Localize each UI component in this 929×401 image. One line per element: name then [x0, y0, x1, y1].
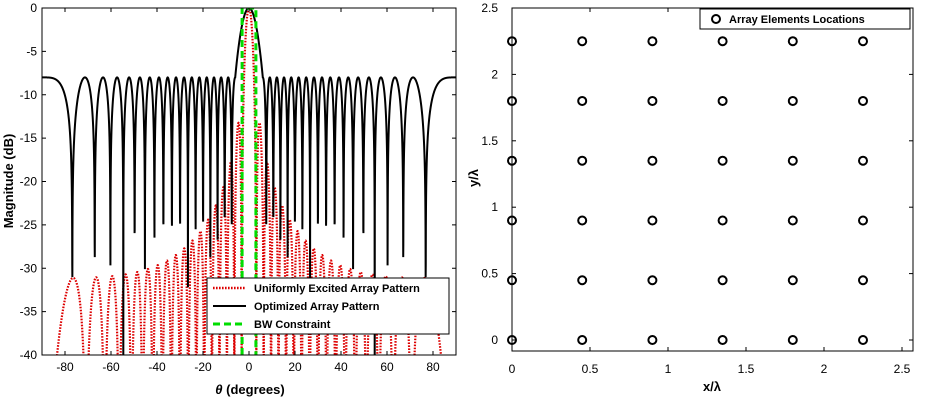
legend-uniform-label: Uniformly Excited Array Pattern: [254, 283, 420, 295]
locations-y-ticks: 0 0.5 1 1.5 2 2.5: [481, 1, 913, 347]
pattern-x-ticks: -80 -60 -40 -20 0 20 40 60 80: [56, 8, 440, 374]
locations-y-tick-label: 2.5: [481, 1, 498, 15]
array-element-marker: [858, 155, 868, 166]
locations-y-tick-label: 1: [491, 200, 498, 214]
element-locations-chart: 0 0.5 1 1.5 2 2.5 0 0.5 1 1.5 2 2.5 x/λ y/λ Array …: [466, 1, 914, 394]
pattern-y-ticks: 0 -5 -10 -15 -20 -25 -30 -35 -40: [20, 1, 456, 362]
pattern-chart: -80 -60 -40 -20 0 20 40 60 80 0 -5 -10 -15 -20 -25 -30…: [1, 1, 457, 397]
locations-y-tick-label: 0.5: [481, 267, 498, 281]
array-element-marker: [647, 335, 658, 345]
locations-plot-area: [512, 8, 913, 351]
pattern-x-tick-label: -80: [56, 360, 74, 374]
pattern-x-tick-label: -40: [148, 360, 166, 374]
array-element-marker: [647, 155, 658, 166]
array-element-marker: [858, 275, 868, 286]
pattern-y-tick-label: -40: [20, 348, 38, 362]
array-element-marker: [577, 335, 588, 345]
pattern-y-tick-label: -25: [20, 218, 38, 232]
array-element-marker: [577, 95, 588, 106]
array-element-marker: [577, 36, 588, 47]
array-element-marker: [787, 275, 798, 286]
array-element-marker: [717, 155, 728, 166]
legend-bw-label: BW Constraint: [254, 319, 331, 331]
locations-legend: Array Elements Locations: [699, 8, 911, 30]
pattern-y-axis-label: Magnitude (dB): [1, 134, 16, 229]
array-element-marker: [787, 215, 798, 226]
pattern-x-tick-label: 40: [334, 360, 348, 374]
array-element-marker: [717, 275, 728, 286]
array-element-marker: [858, 335, 868, 345]
legend-optimized-label: Optimized Array Pattern: [254, 301, 380, 313]
pattern-y-tick-label: -35: [20, 305, 38, 319]
locations-x-tick-label: 2: [821, 362, 828, 376]
array-element-marker: [717, 215, 728, 226]
array-element-marker: [577, 275, 588, 286]
locations-x-tick-label: 2.5: [894, 362, 911, 376]
array-element-marker: [717, 95, 728, 106]
locations-x-tick-label: 0: [509, 362, 516, 376]
array-element-marker: [577, 155, 588, 166]
array-element-marker: [577, 215, 588, 226]
array-element-marker: [647, 36, 658, 47]
pattern-x-tick-label: 20: [288, 360, 302, 374]
pattern-y-tick-label: -20: [20, 175, 38, 189]
array-element-marker: [717, 36, 728, 47]
locations-axes-box: [511, 7, 914, 352]
locations-y-tick-label: 1.5: [481, 134, 498, 148]
array-element-marker: [787, 335, 798, 345]
pattern-y-tick-label: -5: [26, 44, 37, 58]
array-element-marker: [787, 155, 798, 166]
pattern-x-tick-label: 80: [426, 360, 440, 374]
locations-y-axis-label: y/λ: [466, 168, 481, 187]
pattern-y-tick-label: 0: [30, 1, 37, 15]
optimized-pattern-line: [42, 8, 456, 355]
array-element-marker: [647, 95, 658, 106]
legend-marker-swatch: [711, 14, 721, 24]
locations-y-tick-label: 0: [491, 333, 498, 347]
locations-x-tick-label: 0.5: [582, 362, 599, 376]
pattern-y-tick-label: -30: [20, 261, 38, 275]
pattern-x-tick-label: -60: [102, 360, 120, 374]
pattern-legend-box: [206, 277, 450, 335]
array-element-marker: [787, 36, 798, 47]
array-element-marker: [787, 95, 798, 106]
locations-legend-box: [699, 8, 911, 30]
array-element-marker: [858, 36, 868, 47]
pattern-y-tick-label: -10: [20, 88, 38, 102]
locations-x-tick-label: 1.5: [738, 362, 755, 376]
pattern-x-tick-label: 60: [380, 360, 394, 374]
array-element-marker: [717, 335, 728, 345]
locations-x-axis-label: x/λ: [703, 379, 722, 394]
pattern-y-tick-label: -15: [20, 131, 38, 145]
locations-x-tick-label: 1: [665, 362, 672, 376]
array-element-marker: [647, 275, 658, 286]
pattern-x-tick-label: 0: [246, 360, 253, 374]
locations-y-tick-label: 2: [491, 67, 498, 81]
array-element-marker: [858, 215, 868, 226]
array-element-marker: [858, 95, 868, 106]
legend-elements-label: Array Elements Locations: [729, 14, 865, 26]
array-element-marker: [647, 215, 658, 226]
bw-constraint-line: [240, 8, 258, 355]
pattern-x-axis-label: θ (degrees): [215, 382, 284, 397]
pattern-legend: Uniformly Excited Array Pattern Optimize…: [206, 277, 450, 335]
pattern-x-tick-label: -20: [194, 360, 212, 374]
